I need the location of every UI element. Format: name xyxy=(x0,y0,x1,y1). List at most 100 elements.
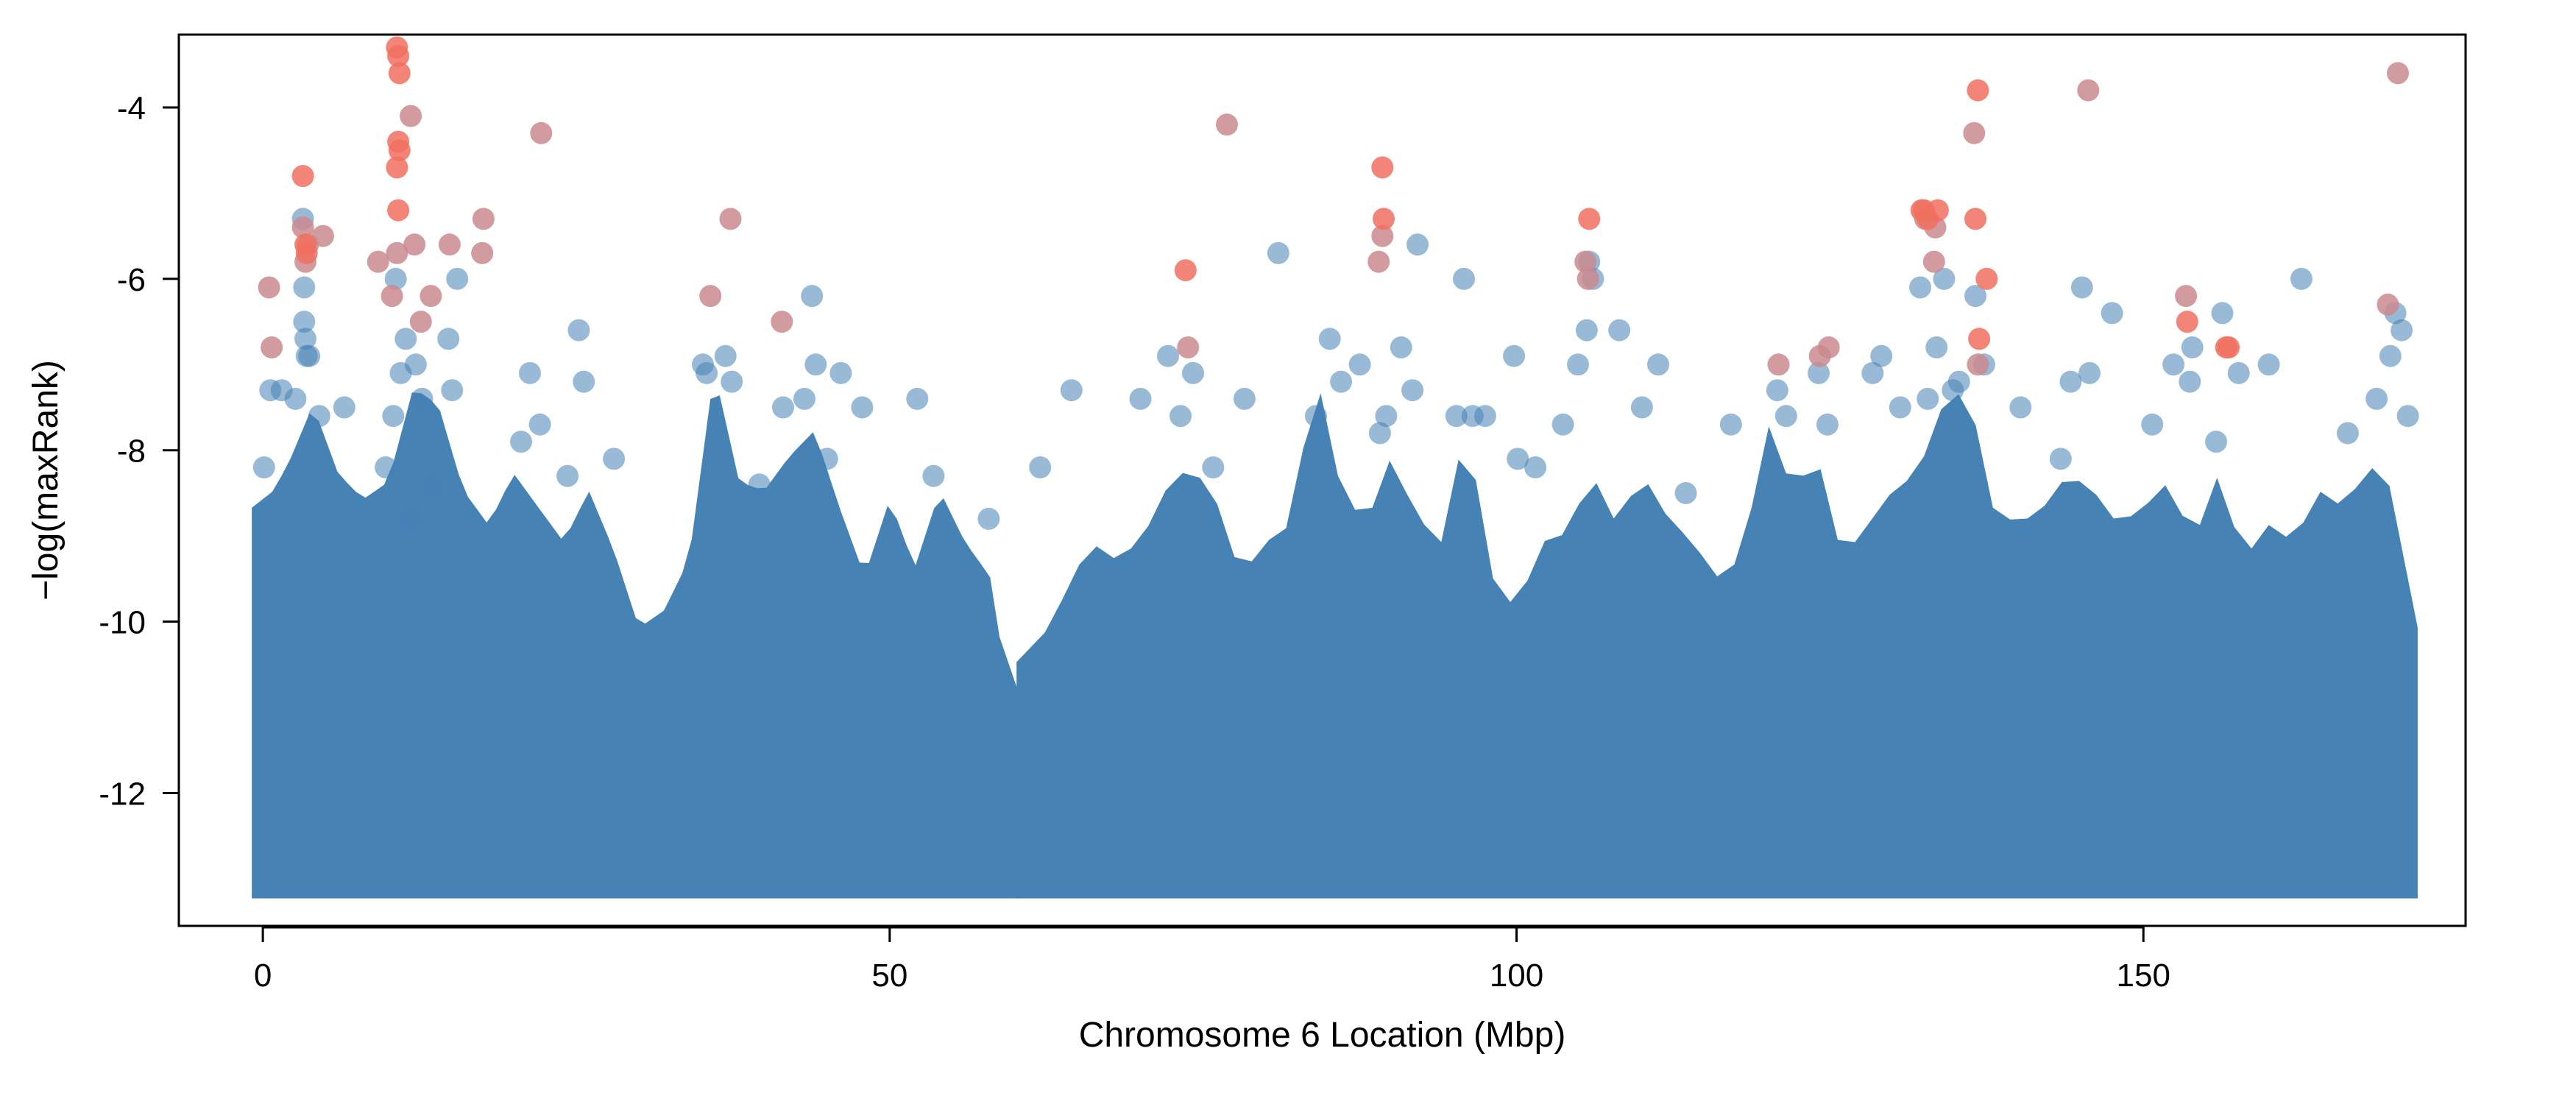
data-point xyxy=(2162,353,2185,376)
data-point xyxy=(696,361,718,384)
data-point xyxy=(446,267,469,290)
data-point xyxy=(400,507,422,530)
data-point xyxy=(1551,413,1574,436)
data-point xyxy=(409,311,432,333)
data-point xyxy=(295,241,318,264)
data-point xyxy=(441,379,464,402)
dense-band-segment-1 xyxy=(252,392,1020,899)
data-point xyxy=(2377,293,2399,316)
data-point xyxy=(772,396,794,419)
x-tick-label: 100 xyxy=(1490,958,1543,994)
data-point xyxy=(388,139,411,162)
data-points xyxy=(252,36,2419,530)
data-point xyxy=(387,45,410,68)
data-point xyxy=(1318,328,1341,350)
data-point xyxy=(2077,79,2100,102)
data-point xyxy=(1767,353,1790,376)
data-point xyxy=(1870,344,1893,367)
data-point xyxy=(1524,456,1547,478)
data-point xyxy=(922,464,945,487)
data-point xyxy=(1975,267,1998,290)
data-point xyxy=(2290,267,2313,290)
data-point xyxy=(367,250,389,273)
data-point xyxy=(2387,62,2409,85)
data-point xyxy=(421,473,444,496)
data-point xyxy=(2176,311,2198,333)
data-point xyxy=(1947,370,1970,393)
data-point xyxy=(1129,387,1152,410)
data-point xyxy=(1630,396,1653,419)
data-point xyxy=(573,370,595,393)
data-point xyxy=(1774,405,1797,428)
data-point xyxy=(1348,353,1371,376)
data-point xyxy=(1157,344,1179,367)
data-point xyxy=(719,208,742,230)
data-point xyxy=(1267,241,1289,264)
data-point xyxy=(1964,285,1986,308)
data-point xyxy=(2070,276,2093,299)
data-point xyxy=(2009,396,2032,419)
data-point xyxy=(815,447,838,470)
data-point xyxy=(2101,302,2123,325)
data-point xyxy=(1964,208,1986,230)
data-point xyxy=(1963,121,1986,144)
data-point xyxy=(804,353,827,376)
data-point xyxy=(2181,336,2204,358)
data-point xyxy=(1406,233,1429,256)
data-point xyxy=(2218,336,2240,358)
data-point xyxy=(801,285,824,308)
data-point xyxy=(258,276,280,299)
y-tick-label: -8 xyxy=(117,434,146,470)
data-point xyxy=(1367,250,1390,273)
data-point xyxy=(294,328,316,350)
data-point xyxy=(1567,353,1589,376)
data-point xyxy=(291,216,314,238)
data-point xyxy=(1719,413,1742,436)
data-point xyxy=(1926,199,1949,222)
data-point xyxy=(1917,387,1939,410)
data-point xyxy=(400,105,422,127)
data-point xyxy=(1889,396,1911,419)
data-point xyxy=(437,328,460,350)
data-point xyxy=(851,396,874,419)
data-point xyxy=(2391,319,2413,342)
data-point xyxy=(556,464,579,487)
data-point xyxy=(472,208,495,230)
data-point xyxy=(2175,285,2198,308)
data-point xyxy=(1060,379,1083,402)
data-point xyxy=(1817,336,1840,358)
data-point xyxy=(2336,422,2359,445)
data-point xyxy=(977,507,1000,530)
data-point xyxy=(699,285,722,308)
y-tick-label: -4 xyxy=(117,91,146,127)
data-point xyxy=(510,431,532,453)
data-point xyxy=(1968,328,1991,350)
data-point xyxy=(1330,370,1353,393)
y-axis-title: −log(maxRank) xyxy=(26,360,66,601)
data-point xyxy=(1029,456,1052,478)
data-point xyxy=(1922,250,1945,273)
data-point xyxy=(375,456,397,478)
data-point xyxy=(394,328,417,350)
data-point xyxy=(519,361,541,384)
data-point xyxy=(291,165,314,188)
data-point xyxy=(2078,361,2101,384)
data-point xyxy=(793,387,815,410)
data-point xyxy=(1967,353,1989,376)
data-point xyxy=(2257,353,2280,376)
data-point xyxy=(284,387,307,410)
data-point xyxy=(1574,250,1597,273)
data-point xyxy=(1816,413,1839,436)
data-point xyxy=(1453,267,1475,290)
data-point xyxy=(381,285,403,308)
data-point xyxy=(748,473,771,496)
data-point xyxy=(382,405,405,428)
data-point xyxy=(403,233,426,256)
data-point xyxy=(1507,447,1529,470)
data-point xyxy=(404,353,427,376)
data-point xyxy=(1503,344,1526,367)
data-point xyxy=(1967,79,1989,102)
data-point xyxy=(2227,361,2250,384)
data-point xyxy=(528,413,551,436)
